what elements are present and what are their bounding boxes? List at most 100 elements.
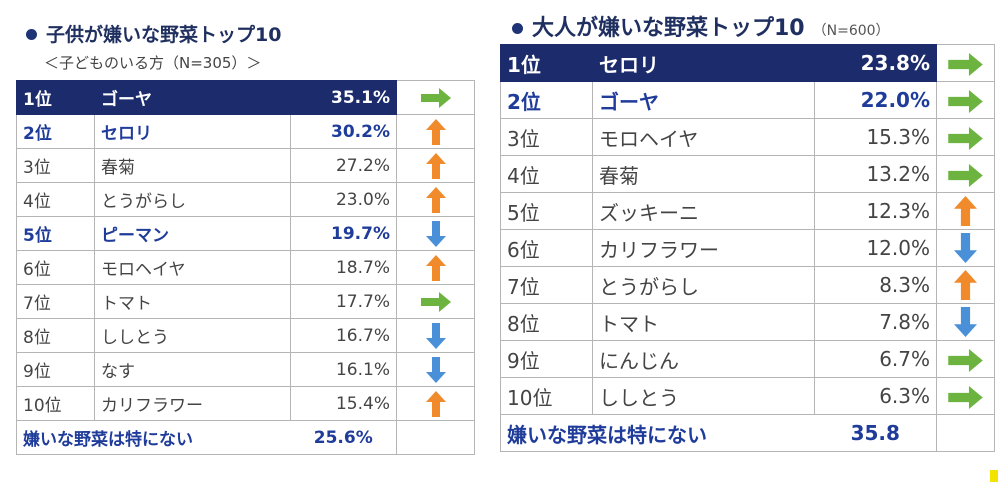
adults-percent-cell: 6.7% (814, 340, 937, 378)
bullet-icon (512, 23, 523, 34)
adults-table-row: 10位 ししとう 6.3% (500, 377, 995, 415)
kids-table-row: 7位 トマト 17.7% (16, 284, 475, 319)
kids-percent-cell: 19.7% (290, 216, 397, 251)
adults-vegetable-cell: セロリ (592, 44, 815, 82)
kids-rank-cell: 8位 (16, 318, 95, 353)
kids-percent-cell: 16.1% (290, 352, 397, 387)
arrow-right-icon (948, 89, 983, 113)
arrow-up-icon (425, 118, 446, 145)
adults-trend-cell (936, 303, 995, 341)
kids-rank-cell: 2位 (16, 114, 95, 149)
adults-summary-empty-cell (936, 414, 995, 452)
kids-percent-cell: 17.7% (290, 284, 397, 319)
arrow-right-icon (420, 291, 451, 312)
kids-table-row: 6位 モロヘイヤ 18.7% (16, 250, 475, 285)
kids-rank-cell: 7位 (16, 284, 95, 319)
kids-summary-label: 嫌いな野菜は特にない (16, 420, 291, 455)
adults-summary-row: 嫌いな野菜は特にない 35.8 (500, 414, 995, 452)
adults-trend-cell (936, 118, 995, 156)
adults-percent-cell: 6.3% (814, 377, 937, 415)
arrow-down-icon (425, 356, 446, 383)
kids-rank-cell: 9位 (16, 352, 95, 387)
kids-title: 子供が嫌いな野菜トップ10 (46, 24, 282, 46)
adults-ranking-table: 1位 セロリ 23.8% 2位 ゴーヤ 22.0% 3位 モロヘイヤ 15.3% 4位 春菊 13.2… (500, 44, 995, 452)
adults-table-row: 7位 とうがらし 8.3% (500, 266, 995, 304)
kids-summary-row: 嫌いな野菜は特にない 25.6% (16, 420, 475, 455)
adults-n-note: （N=600） (812, 23, 890, 39)
kids-rank-cell: 10位 (16, 386, 95, 421)
adults-summary-label: 嫌いな野菜は特にない (500, 414, 815, 452)
kids-percent-cell: 27.2% (290, 148, 397, 183)
arrow-right-icon (420, 87, 451, 108)
adults-trend-cell (936, 266, 995, 304)
adults-trend-cell (936, 340, 995, 378)
kids-vegetable-cell: セロリ (94, 114, 291, 149)
kids-trend-cell (396, 352, 475, 387)
adults-rank-cell: 8位 (500, 303, 593, 341)
adults-rank-cell: 9位 (500, 340, 593, 378)
arrow-right-icon (948, 348, 983, 372)
kids-subtitle: ＜子どものいる方（N=305）＞ (44, 54, 262, 72)
kids-percent-cell: 35.1% (290, 80, 397, 115)
adults-ranking-panel: 大人が嫌いな野菜トップ10 （N=600） 1位 セロリ 23.8% 2位 ゴーヤ 22.… (500, 10, 995, 452)
adults-rank-cell: 2位 (500, 81, 593, 119)
kids-trend-cell (396, 250, 475, 285)
adults-vegetable-cell: トマト (592, 303, 815, 341)
kids-table-row: 8位 ししとう 16.7% (16, 318, 475, 353)
kids-vegetable-cell: トマト (94, 284, 291, 319)
adults-percent-cell: 12.0% (814, 229, 937, 267)
adults-trend-cell (936, 44, 995, 82)
adults-rank-cell: 6位 (500, 229, 593, 267)
kids-percent-cell: 18.7% (290, 250, 397, 285)
adults-table-row: 8位 トマト 7.8% (500, 303, 995, 341)
kids-vegetable-cell: とうがらし (94, 182, 291, 217)
kids-table-row: 2位 セロリ 30.2% (16, 114, 475, 149)
adults-title-row: 大人が嫌いな野菜トップ10 （N=600） (512, 10, 994, 44)
adults-rank-cell: 4位 (500, 155, 593, 193)
adults-vegetable-cell: 春菊 (592, 155, 815, 193)
kids-table-row: 10位 カリフラワー 15.4% (16, 386, 475, 421)
kids-vegetable-cell: ゴーヤ (94, 80, 291, 115)
kids-vegetable-cell: カリフラワー (94, 386, 291, 421)
adults-percent-cell: 12.3% (814, 192, 937, 230)
adults-trend-cell (936, 192, 995, 230)
adults-rank-cell: 5位 (500, 192, 593, 230)
adults-trend-cell (936, 229, 995, 267)
kids-percent-cell: 30.2% (290, 114, 397, 149)
adults-percent-cell: 23.8% (814, 44, 937, 82)
adults-table-row: 4位 春菊 13.2% (500, 155, 995, 193)
adults-vegetable-cell: ししとう (592, 377, 815, 415)
adults-trend-cell (936, 155, 995, 193)
adults-rank-cell: 3位 (500, 118, 593, 156)
kids-rank-cell: 1位 (16, 80, 95, 115)
kids-trend-cell (396, 386, 475, 421)
adults-percent-cell: 8.3% (814, 266, 937, 304)
arrow-down-icon (954, 307, 977, 337)
kids-summary-percent: 25.6% (290, 420, 397, 455)
adults-vegetable-cell: カリフラワー (592, 229, 815, 267)
arrow-up-icon (954, 196, 977, 226)
adults-trend-cell (936, 377, 995, 415)
kids-table-row: 3位 春菊 27.2% (16, 148, 475, 183)
kids-rank-cell: 3位 (16, 148, 95, 183)
arrow-up-icon (425, 186, 446, 213)
kids-trend-cell (396, 284, 475, 319)
adults-rank-cell: 1位 (500, 44, 593, 82)
adults-vegetable-cell: にんじん (592, 340, 815, 378)
adults-vegetable-cell: モロヘイヤ (592, 118, 815, 156)
adults-summary-percent: 35.8 (814, 414, 937, 452)
arrow-right-icon (948, 163, 983, 187)
kids-vegetable-cell: モロヘイヤ (94, 250, 291, 285)
adults-vegetable-cell: ゴーヤ (592, 81, 815, 119)
kids-vegetable-cell: ししとう (94, 318, 291, 353)
adults-table-row: 2位 ゴーヤ 22.0% (500, 81, 995, 119)
kids-trend-cell (396, 148, 475, 183)
kids-table-row: 5位 ピーマン 19.7% (16, 216, 475, 251)
arrow-down-icon (425, 322, 446, 349)
kids-rank-cell: 6位 (16, 250, 95, 285)
adults-percent-cell: 13.2% (814, 155, 937, 193)
bullet-icon (26, 29, 37, 40)
kids-rank-cell: 4位 (16, 182, 95, 217)
kids-ranking-panel: 子供が嫌いな野菜トップ10 ＜子どものいる方（N=305）＞ 1位 ゴーヤ 35.1… (16, 20, 475, 455)
kids-rank-cell: 5位 (16, 216, 95, 251)
